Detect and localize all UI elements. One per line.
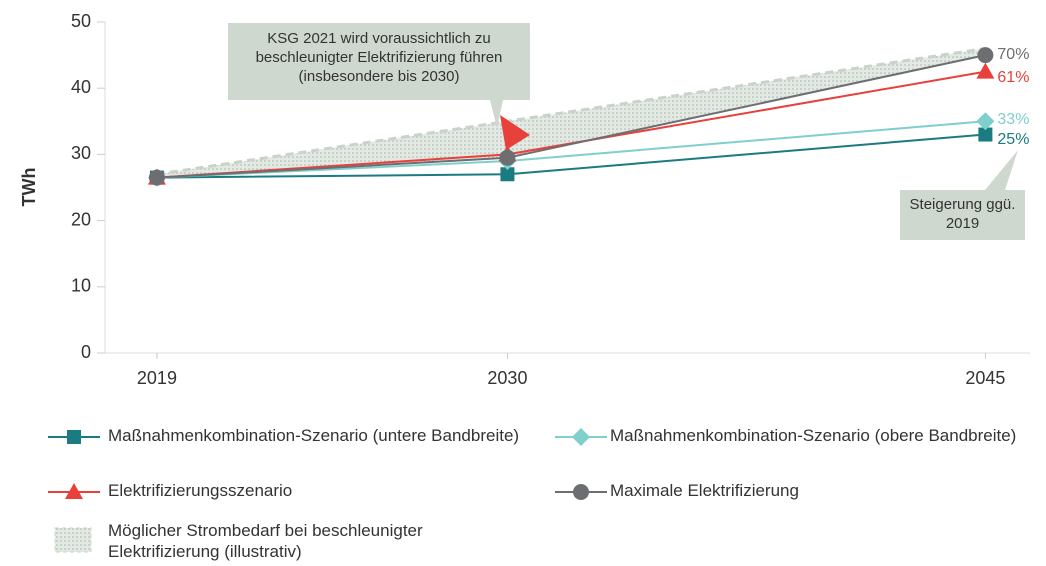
x-tick-label: 2019 [137, 368, 177, 388]
marker [500, 167, 515, 182]
y-tick-label: 20 [71, 209, 91, 229]
legend-label: Maßnahmenkombination-Szenario (obere Ban… [610, 426, 1017, 445]
annotation: Steigerung ggü. 2019 [900, 190, 1025, 240]
marker [148, 169, 165, 186]
legend-label: Elektrifizierungsszenario [108, 481, 293, 500]
marker [573, 484, 589, 500]
end-label: 25% [997, 131, 1029, 148]
marker [976, 62, 995, 79]
y-axis-label: TWh [19, 168, 39, 207]
end-label: 70% [997, 46, 1029, 63]
annotation: KSG 2021 wird voraussichtlich zu beschle… [228, 23, 530, 100]
y-tick-label: 50 [71, 11, 91, 31]
legend-label: Maximale Elektrifizierung [610, 481, 799, 500]
y-tick-label: 30 [71, 143, 91, 163]
marker [572, 428, 590, 446]
marker [65, 483, 83, 499]
x-tick-label: 2045 [965, 368, 1005, 388]
marker [976, 112, 995, 131]
marker [978, 127, 993, 142]
callout-pointer [985, 150, 1018, 190]
legend-label: Maßnahmenkombination-Szenario (untere Ba… [108, 426, 520, 445]
y-tick-label: 40 [71, 77, 91, 97]
y-tick-label: 10 [71, 276, 91, 296]
y-tick-label: 0 [81, 342, 91, 362]
marker [67, 430, 81, 444]
callout-pointer [490, 100, 503, 128]
marker [499, 149, 516, 166]
marker [977, 47, 994, 64]
callout-arrow [500, 115, 530, 150]
end-label: 33% [997, 111, 1029, 128]
end-label: 61% [997, 69, 1029, 86]
x-tick-label: 2030 [487, 368, 527, 388]
legend-label: Möglicher Strombedarf bei beschleunigter… [108, 521, 423, 561]
legend-swatch [54, 527, 92, 553]
